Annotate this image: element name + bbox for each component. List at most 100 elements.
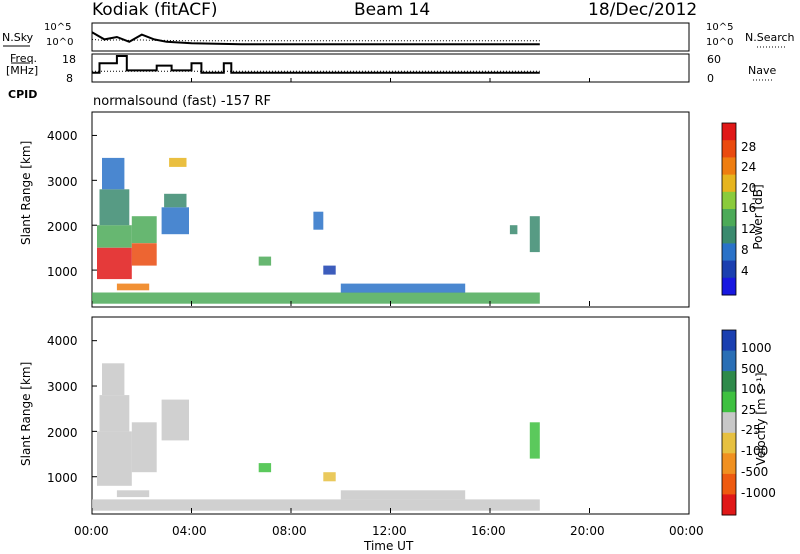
power-cb-tick-8: 8 [741,243,749,257]
velocity-colorbar-swatch [722,432,736,454]
vel-ytick-3000: 3000 [47,380,78,394]
power-panel-frame [91,111,690,308]
freq-label: Freq. [10,52,38,65]
power-cluster [102,157,125,190]
power-colorbar-swatch [722,157,736,176]
power-cb-tick-12: 12 [741,222,757,236]
power-cluster [258,256,272,266]
vel-cb-tick-1000: 1000 [741,341,772,355]
power-cb-tick-20: 20 [741,181,757,195]
vel-cb-tick-m100: -100 [741,444,769,458]
velocity-cluster [99,395,130,432]
vel-cb-tick-m500: -500 [741,465,769,479]
nsky-line [91,31,540,46]
velocity-cluster [340,490,466,500]
freq-tick-bottom: 8 [66,72,73,85]
power-colorbar-frame [721,122,737,296]
nsky-tick-bottom: 10^0 [46,37,74,48]
power-cluster [340,283,466,293]
velocity-colorbar-frame [721,329,737,516]
velocity-colorbar-swatch [722,371,736,393]
power-colorbar-swatch [722,243,736,262]
power-colorbar-swatch [722,174,736,193]
power-cb-tick-24: 24 [741,160,757,174]
velocity-cluster [258,463,272,473]
velocity-cluster [161,399,189,441]
power-colorbar-swatch [722,140,736,158]
vel-cb-tick-500: 500 [741,362,764,376]
xtick-1200: 12:00 [372,524,407,538]
nsky-label: N.Sky [2,31,34,44]
velocity-cluster [323,472,336,482]
nave-tick-bottom: 0 [707,72,714,85]
velocity-cluster [92,499,540,511]
power-colorbar-swatch [722,123,736,141]
xtick-2400: 00:00 [669,524,704,538]
power-cluster [97,225,132,248]
vel-cb-tick-m1000: -1000 [741,486,776,500]
vel-cb-tick-25: 25 [741,403,757,417]
power-cluster [509,225,518,235]
power-colorbar-swatch [722,226,736,244]
date-label: 18/Dec/2012 [588,0,698,20]
nave-label: Nave [748,64,777,77]
velocity-cluster [529,422,540,459]
velocity-cluster [102,363,125,395]
nave-tick-top: 60 [707,53,721,66]
xtick-1600: 16:00 [471,524,506,538]
velocity-colorbar-swatch [722,412,736,434]
xlabel: Time UT [364,539,414,553]
velocity-panel-frame [91,316,690,515]
velocity-cluster [116,490,150,498]
velocity-cluster [131,422,157,473]
velocity-ylabel: Slant Range [km] [19,361,33,466]
beam-label: Beam 14 [354,0,431,20]
freq-tick-top: 18 [62,53,76,66]
cpid-label: CPID [8,88,38,101]
power-cluster [99,189,130,226]
power-ylabel: Slant Range [km] [19,140,33,245]
power-cluster [529,216,540,253]
nsearch-line [91,38,540,42]
power-ytick-2000: 2000 [47,220,78,234]
power-cluster [313,211,324,230]
power-cb-tick-28: 28 [741,140,757,154]
vel-cb-tick-m25: -25 [741,423,761,437]
power-cluster [323,265,336,275]
power-colorbar-swatch [722,191,736,210]
power-colorbar-swatch [722,277,736,296]
vel-cb-tick-100: 100 [741,382,764,396]
velocity-colorbar-swatch [722,330,736,352]
xtick-0800: 08:00 [272,524,307,538]
power-ytick-3000: 3000 [47,175,78,189]
power-cluster [116,283,150,291]
freq-panel-frame [91,53,690,83]
power-colorbar-swatch [722,260,736,279]
xtick-0000: 00:00 [74,524,109,538]
velocity-colorbar-swatch [722,391,736,413]
velocity-colorbar-swatch [722,473,736,495]
velocity-cluster [97,431,132,486]
power-cluster [161,207,189,235]
power-ytick-4000: 4000 [47,129,78,143]
nsearch-tick-top: 10^5 [706,22,734,33]
power-cluster [164,193,187,208]
vel-ytick-4000: 4000 [47,334,78,348]
power-cb-tick-16: 16 [741,201,757,215]
power-cb-tick-4: 4 [741,264,749,278]
nsearch-tick-bottom: 10^0 [706,37,734,48]
chart-title: Kodiak (fitACF) [92,0,218,20]
nsearch-label: N.Search [745,31,795,44]
nsky-tick-top: 10^5 [44,22,72,33]
velocity-colorbar-swatch [722,453,736,475]
power-cluster [97,247,132,280]
vel-ytick-2000: 2000 [47,426,78,440]
power-cluster [131,243,157,266]
vel-ytick-1000: 1000 [47,471,78,485]
velocity-colorbar-swatch [722,350,736,372]
freq-line [92,55,540,74]
power-cluster [131,216,157,244]
cpid-text: normalsound (fast) -157 RF [93,94,271,109]
power-cluster [169,157,187,167]
